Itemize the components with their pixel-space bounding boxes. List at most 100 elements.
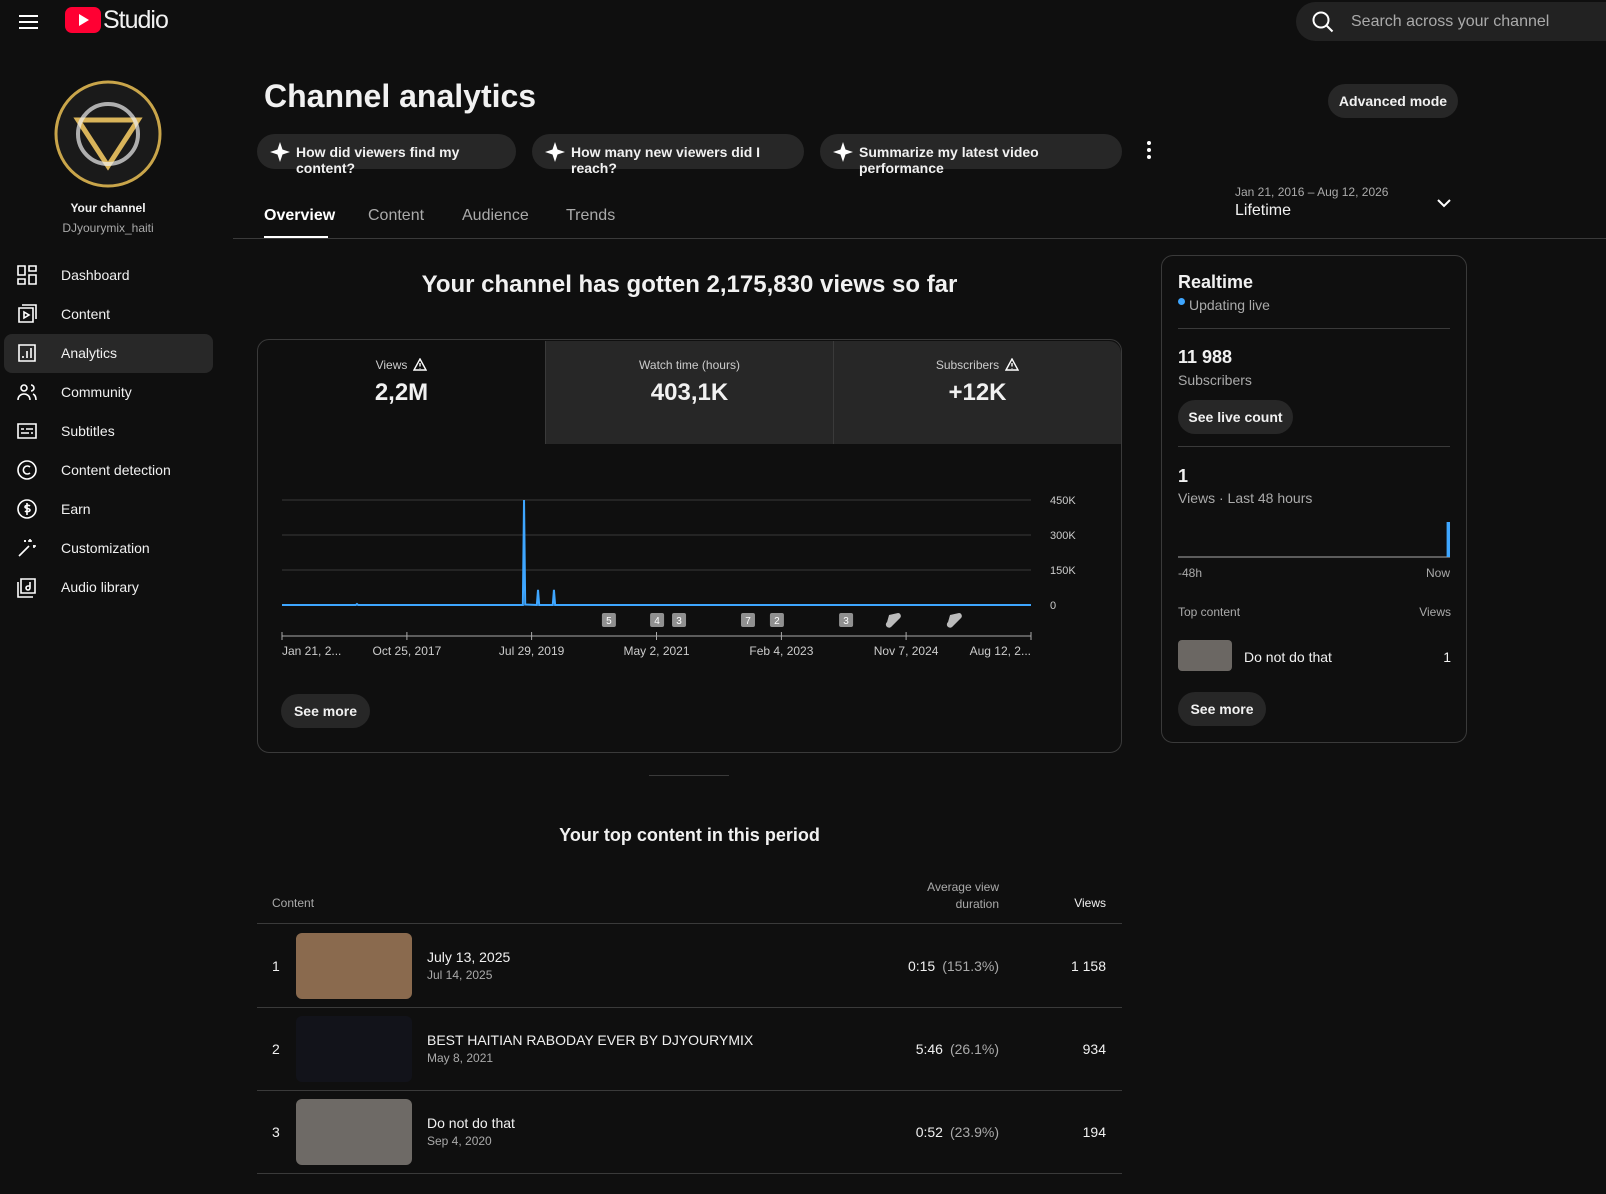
metric-tab[interactable]: Views 2,2M	[258, 341, 545, 444]
views: 934	[1082, 1041, 1106, 1057]
publish-marker	[839, 613, 854, 627]
prompt-text: How did viewers find my content?	[296, 144, 460, 176]
date-range[interactable]: Jan 21, 2016 – Aug 12, 2026	[1235, 185, 1389, 199]
rank: 2	[272, 1041, 280, 1057]
prompt-chip[interactable]: How many new viewers did I reach?	[532, 134, 804, 176]
more-menu[interactable]	[1144, 140, 1154, 160]
column-header: Content	[272, 896, 315, 910]
subscriber-count: 11 988	[1178, 347, 1233, 367]
logo-text[interactable]: Studio	[103, 6, 169, 34]
nav-label: Earn	[61, 501, 91, 517]
prompt-text: How many new viewers did I reach?	[571, 144, 761, 176]
nav-item[interactable]: Customization	[4, 529, 213, 568]
period[interactable]: Lifetime	[1235, 202, 1292, 219]
percent: (23.9%)	[949, 1124, 999, 1140]
thumbnail[interactable]	[296, 1016, 412, 1082]
video-title[interactable]: BEST HAITIAN RABODAY EVER BY DJYOURYMIX	[427, 1032, 754, 1048]
section-title: Your top content in this period	[559, 825, 820, 845]
see-more-button[interactable]: See more	[281, 694, 370, 728]
thumbnail[interactable]	[1178, 640, 1232, 671]
metric-value: 2,2M	[374, 379, 429, 406]
live-count-button[interactable]: See live count	[1178, 400, 1293, 434]
table-row[interactable]: 2 BEST HAITIAN RABODAY EVER BY DJYOURYMIX…	[257, 1007, 1122, 1091]
tab[interactable]: Content	[368, 207, 425, 224]
nav-item[interactable]: Audio library	[4, 568, 213, 607]
nav-item[interactable]: Content	[4, 295, 213, 334]
avg-duration: 0:52 (23.9%)	[916, 1124, 999, 1140]
page-title: Channel analytics	[264, 78, 537, 114]
bar	[1446, 522, 1450, 557]
metric-tab[interactable]: Watch time (hours) 403,1K	[545, 341, 833, 444]
table-row[interactable]: 3 Do not do that Sep 4, 2020 0:52 (23.9%) 194	[257, 1090, 1122, 1174]
realtime-card	[1161, 255, 1467, 743]
views-chart: 0 150K 300K 450K Jan 21, 2... Oct 25, 2017 Jul…	[281, 495, 1076, 658]
dropdown-arrow[interactable]	[1436, 198, 1452, 210]
video-date: Sep 4, 2020	[427, 1134, 492, 1148]
nav-item[interactable]: Community	[4, 373, 213, 412]
thumbnail[interactable]	[296, 1099, 412, 1165]
views: 194	[1082, 1124, 1106, 1140]
realtime-status: Updating live	[1189, 297, 1270, 313]
metric-tab[interactable]: Subscribers +12K	[833, 341, 1121, 444]
nav-label: Audio library	[61, 579, 139, 595]
nav-item[interactable]: Content detection	[4, 451, 213, 490]
video-title[interactable]: July 13, 2025	[427, 949, 511, 965]
see-more-button[interactable]: See more	[1178, 692, 1266, 726]
avg-duration: 5:46 (26.1%)	[916, 1041, 999, 1057]
percent: (26.1%)	[949, 1041, 999, 1057]
nav-item[interactable]: Analytics	[4, 334, 213, 373]
tab[interactable]: Audience	[462, 207, 529, 224]
column-header: Views	[1074, 896, 1106, 910]
percent: (151.3%)	[942, 958, 999, 974]
nav-icon	[18, 344, 36, 362]
logo-icon[interactable]	[65, 7, 101, 33]
metric-label: Subscribers	[935, 358, 1000, 372]
nav-item[interactable]: Subtitles	[4, 412, 213, 451]
publish-marker-label: 4	[654, 616, 660, 627]
table-row[interactable]: 1 July 13, 2025 Jul 14, 2025 0:15 (151.3%) 1 …	[257, 924, 1122, 1008]
x-tick-label: Nov 7, 2024	[874, 644, 939, 658]
tab[interactable]: Overview	[264, 207, 336, 224]
prompt-text: Summarize my latest video performance	[859, 144, 1039, 176]
prompt-chip[interactable]: Summarize my latest video performance	[820, 134, 1122, 176]
menu-button[interactable]	[18, 12, 40, 32]
tab[interactable]: Trends	[566, 207, 616, 224]
thumbnail[interactable]	[296, 933, 412, 999]
nav-icon	[17, 499, 37, 519]
nav-label: Analytics	[61, 345, 118, 361]
top-item-views: 1	[1443, 649, 1451, 665]
video-title[interactable]: Do not do that	[427, 1115, 515, 1131]
nav-icon	[17, 265, 37, 285]
x-tick-label: Oct 25, 2017	[373, 644, 442, 658]
nav-label: Community	[61, 384, 132, 400]
search-placeholder: Search across your channel	[1351, 13, 1550, 30]
publish-marker-label: 5	[606, 616, 612, 627]
x-tick-label: Now	[1426, 566, 1450, 580]
duration: 5:46	[915, 1041, 943, 1057]
y-tick-label: 150K	[1050, 565, 1076, 577]
nav-label: Subtitles	[61, 423, 115, 439]
nav-item[interactable]: Earn	[4, 490, 213, 529]
nav-icon	[18, 304, 37, 323]
live-dot	[1178, 298, 1185, 305]
prompt-chip[interactable]: How did viewers find my content?	[257, 134, 516, 176]
nav-label: Customization	[61, 540, 150, 556]
publish-marker	[601, 613, 616, 627]
summary: Your channel has gotten 2,175,830 views …	[421, 271, 958, 298]
top-item-title[interactable]: Do not do that	[1244, 649, 1332, 665]
x-tick-label: Aug 12, 2...	[970, 644, 1031, 658]
nav-icon	[17, 578, 36, 598]
divider	[1178, 328, 1450, 329]
nav-item[interactable]: Dashboard	[4, 256, 213, 295]
search-box[interactable]: Search across your channel	[1296, 2, 1606, 41]
nav-icon	[17, 460, 37, 480]
advanced-mode-button[interactable]: Advanced mode	[1328, 84, 1458, 118]
channel-avatar[interactable]	[54, 80, 162, 188]
metric-label: Watch time (hours)	[639, 358, 740, 372]
publish-marker	[650, 613, 665, 627]
publish-marker-label: 3	[843, 616, 849, 627]
nav-icon	[17, 423, 37, 439]
rank: 3	[272, 1124, 280, 1140]
y-tick-label: 300K	[1050, 530, 1076, 542]
